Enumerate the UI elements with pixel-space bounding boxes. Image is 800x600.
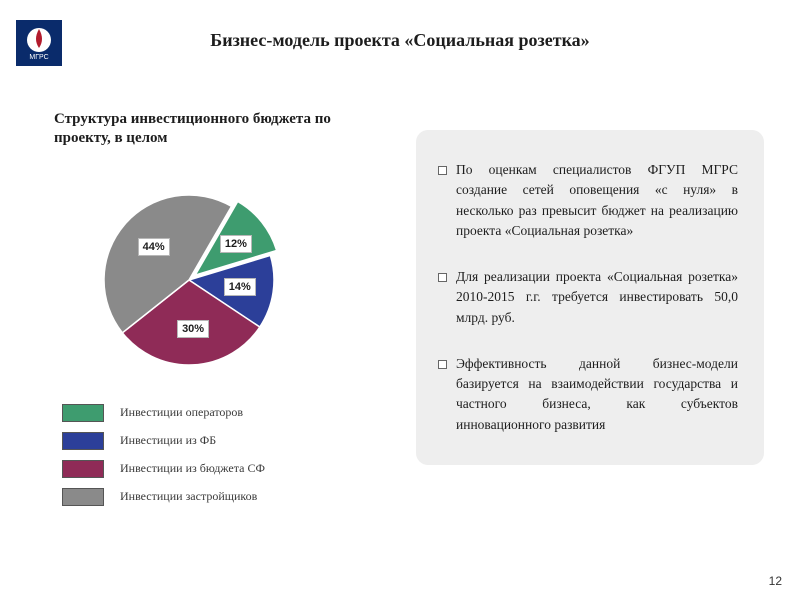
page-title: Бизнес-модель проекта «Социальная розетк… <box>0 30 800 51</box>
chart-block: Структура инвестиционного бюджета по про… <box>54 110 354 516</box>
legend-label: Инвестиции из бюджета СФ <box>120 461 265 476</box>
text-panel: По оценкам специалистов ФГУП МГРС создан… <box>416 130 764 465</box>
legend-swatch <box>62 432 104 450</box>
chart-title: Структура инвестиционного бюджета по про… <box>54 110 354 148</box>
pie-value-label: 14% <box>224 278 256 296</box>
bullet-item: Для реализации проекта «Социальная розет… <box>438 267 738 328</box>
legend-label: Инвестиции из ФБ <box>120 433 216 448</box>
pie-value-label: 44% <box>138 238 170 256</box>
legend-row: Инвестиции операторов <box>62 404 354 422</box>
chart-legend: Инвестиции операторов Инвестиции из ФБ Инв… <box>62 404 354 506</box>
legend-swatch <box>62 460 104 478</box>
legend-row: Инвестиции из ФБ <box>62 432 354 450</box>
pie-chart: 12% 14% 30% 44% <box>74 170 304 380</box>
legend-label: Инвестиции операторов <box>120 405 243 420</box>
page-number: 12 <box>769 574 782 588</box>
bullet-item: По оценкам специалистов ФГУП МГРС создан… <box>438 160 738 241</box>
bullet-item: Эффективность данной бизнес-модели базир… <box>438 354 738 435</box>
legend-swatch <box>62 488 104 506</box>
legend-row: Инвестиции из бюджета СФ <box>62 460 354 478</box>
pie-value-label: 12% <box>220 235 252 253</box>
legend-label: Инвестиции застройщиков <box>120 489 257 504</box>
legend-row: Инвестиции застройщиков <box>62 488 354 506</box>
legend-swatch <box>62 404 104 422</box>
pie-value-label: 30% <box>177 320 209 338</box>
logo-text: МГРС <box>29 54 48 61</box>
bullet-list: По оценкам специалистов ФГУП МГРС создан… <box>438 160 738 435</box>
